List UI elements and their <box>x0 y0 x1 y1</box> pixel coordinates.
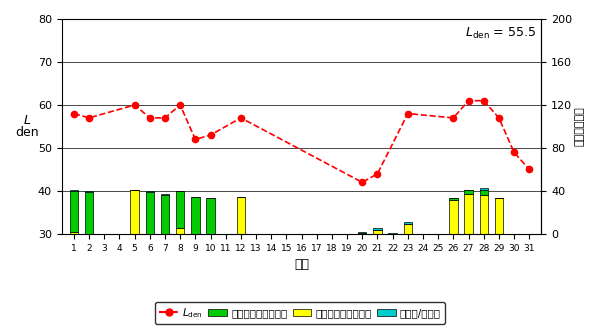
Legend: $\mathit{L}$$_{\mathrm{den}}$, 離陸機騒音発生回数, 着陸機騒音発生回数, 地上音/その他: $\mathit{L}$$_{\mathrm{den}}$, 離陸機騒音発生回数… <box>155 302 445 324</box>
Bar <box>70 232 78 234</box>
Bar <box>191 197 200 234</box>
Bar <box>464 194 473 234</box>
Bar <box>70 191 78 232</box>
Y-axis label: $\mathit{L}$
den: $\mathit{L}$ den <box>15 114 38 139</box>
Bar <box>85 191 93 192</box>
Bar <box>479 188 488 190</box>
Bar <box>449 200 458 234</box>
Text: $\mathit{L}$$_{\mathrm{den}}$ = 55.5: $\mathit{L}$$_{\mathrm{den}}$ = 55.5 <box>466 25 536 40</box>
Bar <box>206 198 215 234</box>
Bar <box>449 198 458 200</box>
X-axis label: 日付: 日付 <box>294 258 309 271</box>
Bar <box>479 195 488 234</box>
Bar <box>495 198 503 234</box>
Bar <box>146 192 154 234</box>
Bar <box>404 224 412 234</box>
Bar <box>358 233 367 234</box>
Bar <box>176 228 184 234</box>
Bar <box>404 222 412 224</box>
Bar <box>161 195 169 234</box>
Bar <box>479 190 488 195</box>
Bar <box>373 228 382 230</box>
Bar <box>236 197 245 234</box>
Bar <box>130 190 139 234</box>
Bar <box>373 230 382 234</box>
Bar <box>85 192 93 234</box>
Bar <box>388 233 397 234</box>
Bar <box>70 190 78 191</box>
Bar <box>161 194 169 195</box>
Y-axis label: 騒音発生回数: 騒音発生回数 <box>575 107 585 146</box>
Bar <box>176 191 184 228</box>
Bar <box>464 190 473 194</box>
Bar <box>146 191 154 192</box>
Bar <box>358 232 367 233</box>
